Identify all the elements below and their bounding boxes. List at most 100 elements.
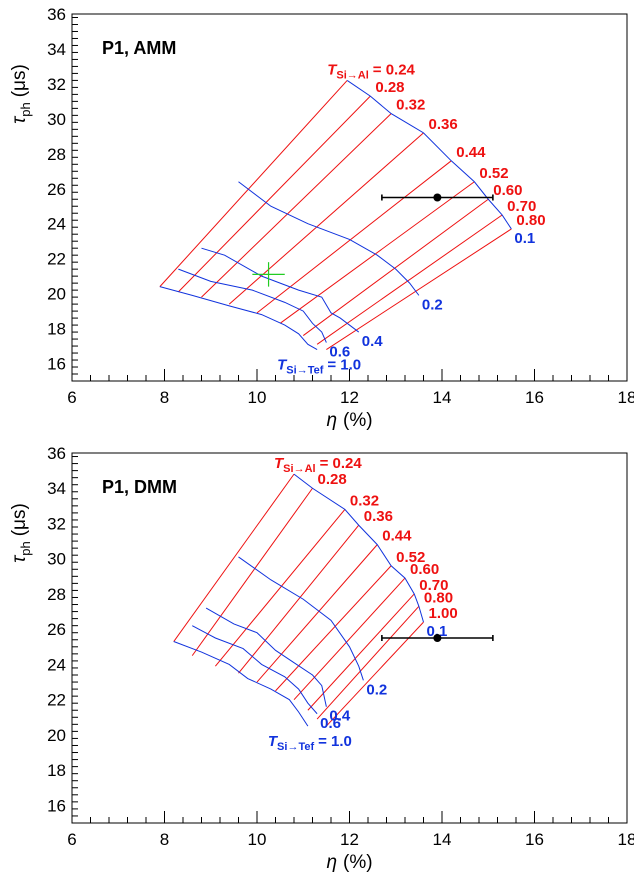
blue-title-subscript: Si→Tef [277,741,314,753]
red-series-title: TSi→Al = 0.24 [274,455,362,475]
blue-title-subscript: Si→Tef [286,365,323,377]
y-axis-symbol: τ [9,115,30,124]
blue-line-1-0 [173,641,309,727]
blue-line-label: 0.2 [422,296,443,313]
red-line-label: 0.60 [410,561,439,578]
red-line-label: 0.52 [396,549,425,566]
red-line-0-36 [238,524,360,674]
x-axis-title: η (%) [326,852,372,873]
red-line-0-32 [201,113,392,298]
red-line-label: 0.28 [375,79,404,96]
x-tick-label: 12 [340,388,359,407]
red-line-0-70 [316,214,503,345]
blue-line-label: 0.6 [320,715,341,732]
red-line-label: 0.32 [350,492,379,509]
red-line-label: 0.44 [456,144,486,161]
blue-line-0-6 [192,625,318,715]
x-tick-label: 16 [525,830,544,849]
blue-line-0-2 [238,181,420,296]
y-tick-label: 22 [47,250,66,269]
measurement-point [433,634,442,642]
blue-line-0-4 [205,607,327,707]
red-title-value: = 0.24 [320,455,363,472]
red-line-0-60 [293,577,406,701]
red-line-0-70 [307,593,415,711]
y-tick-label: 34 [47,40,66,59]
red-line-label: 0.60 [493,182,522,199]
blue-title-symbol: T [277,357,288,374]
y-tick-label: 16 [47,796,66,815]
y-tick-label: 32 [47,514,66,533]
red-line-label: 1.00 [429,605,458,622]
red-line-label: 0.70 [419,577,448,594]
blue-line-label: 0.1 [514,230,535,247]
red-line-label: 0.32 [396,97,425,114]
red-line-0-80 [326,228,512,350]
x-tick-label: 18 [618,830,634,849]
panel-label: P1, AMM [102,38,176,58]
x-tick-label: 10 [248,830,267,849]
y-tick-label: 24 [47,215,66,234]
blue-title-symbol: T [268,733,279,750]
x-tick-label: 14 [433,388,452,407]
red-line-0-52 [275,565,392,692]
y-tick-label: 32 [47,75,66,94]
blue-line-label: 0.4 [362,333,384,350]
red-line-label: 0.80 [516,212,545,229]
blue-line-0-1 [346,79,512,230]
y-tick-label: 28 [47,145,66,164]
red-line-0-24 [173,473,295,642]
y-tick-label: 30 [47,550,66,569]
red-line-0-44 [256,160,452,314]
red-line-0-28 [178,95,371,293]
red-line-label: 0.52 [479,165,508,182]
red-line-label: 0.70 [507,198,536,215]
red-line-0-80 [316,605,420,720]
blue-line-label: 0.4 [329,708,351,725]
y-tick-label: 16 [47,355,66,374]
y-axis-title: τph (μs) [9,64,33,124]
red-line-0-44 [256,544,378,683]
red-line-0-28 [191,487,313,656]
red-line-0-24 [159,80,348,287]
red-title-symbol: T [327,61,338,78]
blue-line-label: 0.2 [366,681,387,698]
red-line-label: 0.44 [382,528,412,545]
x-axis-symbol: η [326,852,337,873]
y-tick-label: 20 [47,285,66,304]
y-tick-label: 18 [47,320,66,339]
x-tick-label: 18 [618,388,634,407]
red-title-value: = 0.24 [373,61,416,78]
red-line-label: 0.28 [318,471,347,488]
x-axis-unit: (%) [343,410,373,431]
x-tick-label: 16 [525,388,544,407]
y-axis-unit: (μs) [9,64,30,97]
y-tick-label: 20 [47,726,66,745]
x-tick-label: 6 [67,830,76,849]
red-line-1-00 [326,621,424,727]
blue-line-0-2 [238,556,364,681]
red-line-label: 0.80 [424,589,453,606]
blue-line-label: 0.6 [329,344,350,361]
blue-line-label: 0.1 [427,623,448,640]
y-axis-title: τph (μs) [9,503,33,563]
chart-panel-2: 6 8 10 12 14 16 18 16 18 20 22 24 26 28 30 32 34 36 η (%) τp… [9,444,634,873]
y-tick-label: 28 [47,585,66,604]
x-tick-label: 14 [433,830,452,849]
blue-line-1-0 [159,286,318,350]
y-tick-label: 18 [47,761,66,780]
y-tick-label: 26 [47,180,66,199]
panel-label: P1, DMM [102,477,177,497]
blue-title-value: = 1.0 [327,357,361,374]
y-axis-subscript: ph [18,102,33,116]
red-line-0-60 [302,198,489,336]
y-tick-label: 24 [47,655,66,674]
y-axis-subscript: ph [18,541,33,555]
blue-series-title: TSi→Tef = 1.0 [277,357,361,377]
y-axis-symbol: τ [9,554,30,563]
x-axis-title: η (%) [326,410,372,431]
y-tick-label: 26 [47,620,66,639]
x-tick-label: 12 [340,830,359,849]
blue-line-0-6 [178,268,327,343]
